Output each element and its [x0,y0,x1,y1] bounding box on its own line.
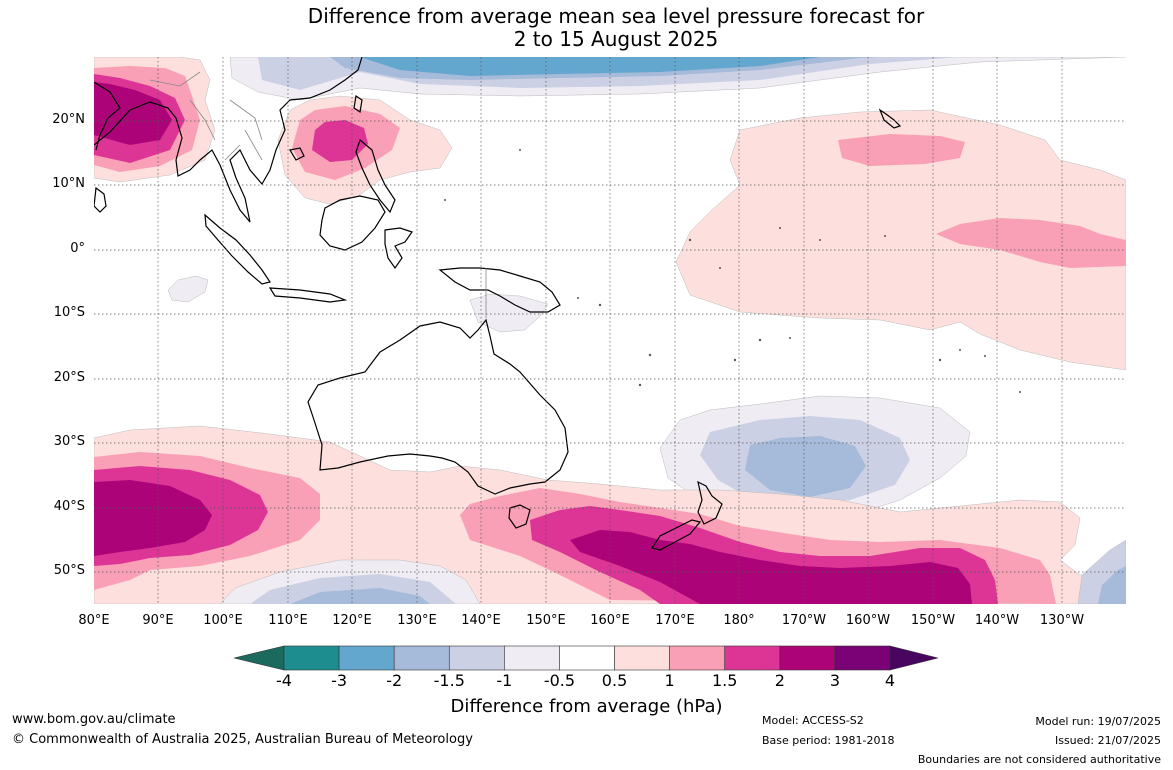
colorbar-segment [448,645,505,671]
philippines-coastline [355,138,396,214]
lon-label: 130°E [397,613,437,628]
lat-label: 40°S [53,499,85,514]
lon-label: 140°W [974,613,1020,628]
lon-label: 110°E [268,613,308,628]
hainan-coastline [289,147,305,161]
anomaly-indian-small-low [167,275,209,303]
sri-lanka-coastline [94,186,107,213]
lon-label: 130°W [1039,613,1085,628]
anomaly-tasman-high-3 [570,530,972,604]
colorbar-segment [669,645,726,671]
anomaly-south-china-sea-high-2 [312,120,368,162]
australia-coastline [307,318,569,495]
colorbar-extend-high [889,645,939,671]
lon-label: 90°E [142,613,174,628]
lat-label: 10°N [52,176,85,191]
lon-label: 140°E [461,613,501,628]
lon-label: 160°E [590,613,630,628]
borneo-coastline [319,195,386,251]
lon-label: 170°E [655,613,695,628]
colorbar-segment [779,645,836,671]
new-guinea-coastline [438,267,561,313]
colorbar-tick-label: -3 [331,671,348,690]
lon-label: 150°E [526,613,566,628]
colorbar-tick-label: -0.5 [543,671,576,690]
colorbar-segment [834,645,891,671]
model-name: Model: ACCESS-S2 [762,714,864,727]
anomaly-north-pacific-low-2 [360,57,820,76]
colorbar-tick-label: 1 [664,671,675,690]
colorbar-segment [393,645,450,671]
colorbar-extend-low [233,645,285,671]
colorbar-segment [338,645,395,671]
colorbar-segment [504,645,560,671]
graticule [94,57,1126,604]
new-zealand-north-coastline [697,480,723,525]
chart-title-line2: 2 to 15 August 2025 [513,27,719,51]
lat-label: 20°N [52,112,85,127]
disclaimer: Boundaries are not considered authoritat… [917,753,1161,766]
lat-label: 20°S [53,370,85,385]
lon-label: 120°E [332,613,372,628]
anomaly-southern-low-130e-15 [290,588,430,604]
colorbar-segment [724,645,781,671]
lat-label: 50°S [53,563,85,578]
anomaly-southern-indian-high-3 [94,480,212,556]
colorbar-tick-label: 0.5 [601,671,628,690]
anomaly-central-pacific-high-15b [936,218,1126,268]
pacific-islands [444,149,1021,393]
colorbar-segments [233,645,939,671]
hawaii-coastline [878,108,902,129]
base-period: Base period: 1981-2018 [762,734,895,747]
colorbar-tick-label: -2 [386,671,403,690]
lat-label: 0° [70,241,85,256]
anomaly-new-guinea-low [469,293,549,333]
anomaly-south-pacific-low-15 [745,436,866,497]
anomaly-central-pacific-high [675,109,1126,371]
colorbar-segment [559,645,615,671]
tasmania-coastline [508,504,531,529]
india-coastline [94,81,121,151]
taiwan-coastline [353,94,363,114]
anomaly-se-pacific-low-15 [1098,566,1126,604]
colorbar-tick-label: 2 [774,671,785,690]
lon-label: 100°E [203,613,243,628]
lon-label: 150°W [910,613,956,628]
colorbar-segment [283,645,340,671]
chart-title-line1: Difference from average mean sea level p… [307,4,925,28]
lon-label: 160°W [845,613,891,628]
map-area [94,57,1126,604]
website-link[interactable]: www.bom.gov.au/climate [12,712,176,727]
new-zealand-south-coastline [651,519,702,551]
java-coastline [268,287,348,303]
lat-label: 10°S [53,305,85,320]
colorbar-segment [614,645,670,671]
colorbar-tick-label: -1.5 [433,671,465,690]
lon-label: 180° [723,613,755,628]
colorbar-title: Difference from average (hPa) [450,696,723,717]
colorbar-tick-label: -4 [276,671,292,690]
colorbar-tick-label: 4 [884,671,896,690]
issued-date: Issued: 21/07/2025 [1054,734,1161,747]
lon-label: 80°E [78,613,110,628]
colorbar-tick-label: 3 [829,671,840,690]
lat-label: 30°S [53,434,85,449]
copyright-text: © Commonwealth of Australia 2025, Austra… [12,732,473,747]
country-borders [149,71,487,318]
colorbar-tick-label: -1 [496,671,513,690]
lon-label: 170°W [781,613,827,628]
model-run-date: Model run: 19/07/2025 [1035,715,1161,728]
colorbar-tick-label: 1.5 [711,671,738,690]
sulawesi-coastline [384,227,413,270]
sumatra-coastline [204,213,271,285]
